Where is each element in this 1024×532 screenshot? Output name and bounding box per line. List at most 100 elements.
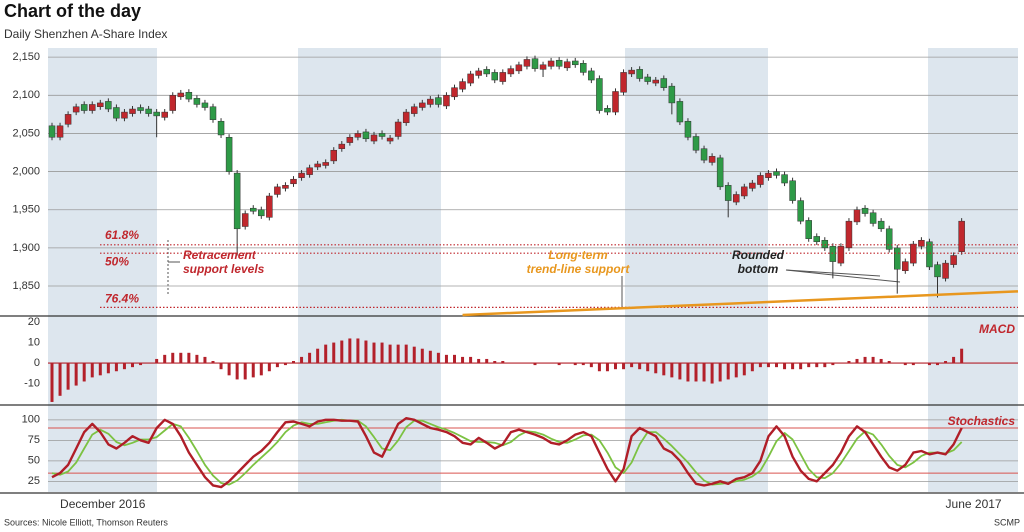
candle-body [483,69,490,75]
macd-bar [163,354,167,364]
candle-body [596,78,603,111]
candle-body [386,137,394,142]
candle-body [48,125,56,138]
macd-bar [82,363,86,382]
candle-body [572,60,579,66]
candle-body [765,172,772,178]
macd-bar [630,363,634,368]
macd-bar [614,363,617,370]
candle-body [612,91,619,113]
macd-bar [114,363,118,372]
macd-bar [557,363,561,366]
macd-bar [469,356,473,364]
macd-bar [573,363,577,366]
y-tick-label: 10 [28,336,40,348]
macd-bar [944,361,948,364]
retracement-label: 76.4% [105,292,139,306]
candle-body [137,107,144,111]
annotation: bottom [738,262,779,276]
macd-bar [750,363,754,372]
candle-body [113,107,120,119]
macd-bar [533,363,537,366]
candle-body [692,136,700,151]
candle-body [346,137,354,143]
y-tick-label: 2,100 [12,89,40,101]
macd-bar [66,363,70,390]
macd-bar [879,358,883,364]
candle-body [459,81,466,90]
candle-body [306,167,313,175]
macd-bar [372,342,376,364]
trend-line-label: Long-term [548,248,608,262]
macd-bar [775,363,778,368]
macd-bar [952,356,956,364]
macd-bar [420,348,424,364]
candle-body [563,61,571,69]
y-tick-label: 0 [34,357,40,369]
macd-bar [412,346,416,364]
candle-body [402,111,410,124]
candle-body [652,79,659,84]
candle-body [869,212,877,224]
macd-bar [316,348,320,364]
macd-bar [428,350,432,364]
source: Sources: Nicole Elliott, Thomson Reuters [4,517,168,527]
macd-bar [58,363,62,396]
month-band [298,48,441,492]
macd-bar [654,363,658,374]
candle-body [266,195,273,218]
candle-body [926,241,933,268]
candle-body [56,125,64,138]
macd-bar [219,363,223,370]
candle-body [821,239,829,249]
macd-bar [718,363,722,382]
macd-bar [211,361,215,364]
macd-bar [396,344,400,364]
macd-bar [243,363,247,380]
macd-bar [493,361,497,364]
macd-bar [823,363,827,368]
macd-bar [597,363,601,372]
macd-bar [791,363,795,370]
candle-body [129,108,136,114]
candle-body [258,209,265,217]
y-tick-label: 50 [28,455,40,467]
macd-bar [106,363,110,374]
x-tick-label: June 2017 [946,497,1002,511]
macd-bar [324,344,328,364]
candle-body [314,163,321,168]
candle-body [676,101,684,123]
candle-body [539,64,547,70]
macd-bar [364,340,368,364]
macd-bar [855,358,859,364]
candle-body [250,207,257,212]
title: Chart of the day [4,1,141,21]
candle-body [419,102,426,108]
macd-bar [348,338,352,364]
candle-body [89,104,96,111]
candle-body [153,111,160,117]
macd-bar [702,363,706,382]
macd-bar [903,363,907,366]
macd-bar [799,363,803,370]
macd-bar [686,363,690,382]
macd-bar [356,338,360,364]
macd-bar [960,348,964,364]
candle-body [491,72,498,81]
candle-body [773,171,780,176]
trend-line-label: trend-line support [527,262,631,276]
y-tick-label: 1,850 [12,280,40,292]
candle-body [225,137,233,172]
candle-body [298,172,305,178]
macd-bar [203,356,207,364]
y-tick-label: 1,900 [12,242,40,254]
candle-body [80,104,88,111]
macd-bar [758,363,762,368]
y-tick-label: 2,000 [12,165,40,177]
macd-bar [404,344,408,364]
macd-bar [267,363,271,372]
candle-body [193,98,201,105]
candle-body [394,121,402,137]
candle-body [918,239,925,247]
macd-bar [847,361,851,364]
